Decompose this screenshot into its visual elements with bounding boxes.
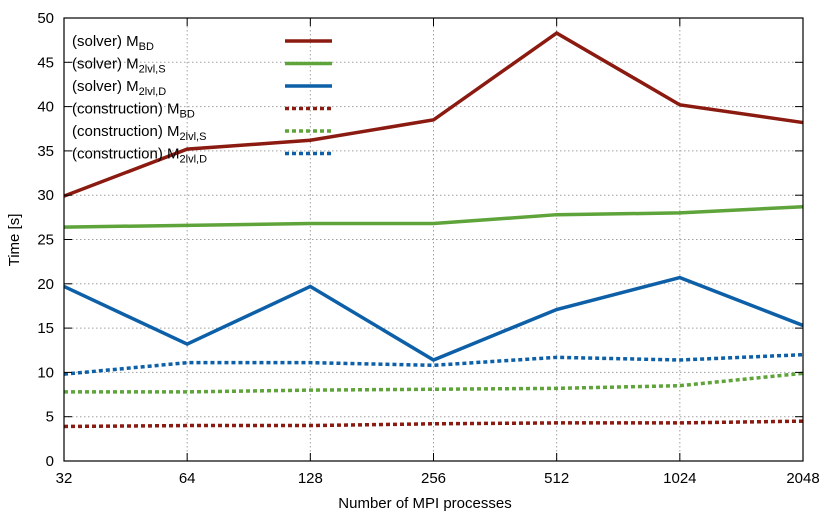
x-tick-label: 1024 (663, 470, 696, 487)
y-axis-label: Time [s] (6, 214, 23, 267)
x-tick-label: 256 (421, 470, 446, 487)
y-axis: 0 5 10 15 20 25 30 35 40 45 50 (37, 10, 803, 470)
legend-label-2: (solver) M2lvl,S (72, 56, 166, 76)
grid (64, 18, 803, 461)
x-axis: 32 64 128 256 512 1024 2048 (56, 18, 820, 487)
series-line-1 (63, 30, 804, 198)
x-tick-label: 2048 (786, 470, 819, 487)
y-tick-label: 0 (46, 453, 54, 470)
legend-label-1: (solver) MBD (72, 33, 154, 53)
series-lines (63, 30, 804, 429)
y-tick-label: 15 (37, 320, 54, 337)
series-line-6 (63, 352, 804, 376)
y-tick-label: 40 (37, 99, 54, 116)
legend-label-4: (construction) MBD (72, 101, 195, 121)
legend-label-6: (construction) M2lvl,D (72, 146, 207, 166)
legend-label-3: (solver) M2lvl,D (72, 78, 166, 98)
series-line-4 (63, 419, 804, 429)
y-tick-label: 20 (37, 276, 54, 293)
y-tick-label: 25 (37, 232, 54, 249)
series-line-3 (63, 275, 804, 362)
y-tick-label: 50 (37, 10, 54, 27)
x-tick-label: 512 (544, 470, 569, 487)
series-line-2 (63, 204, 804, 229)
y-tick-label: 5 (46, 409, 54, 426)
y-tick-label: 35 (37, 143, 54, 160)
legend: (solver) MBD (solver) M2lvl,S(solver) M2l… (72, 33, 332, 166)
x-tick-label: 128 (298, 470, 323, 487)
x-axis-label: Number of MPI processes (338, 495, 511, 512)
legend-label-5: (construction) M2lvl,S (72, 123, 206, 143)
y-tick-label: 30 (37, 187, 54, 204)
y-tick-label: 45 (37, 54, 54, 71)
y-tick-label: 10 (37, 364, 54, 381)
x-tick-label: 64 (179, 470, 196, 487)
x-tick-label: 32 (56, 470, 73, 487)
